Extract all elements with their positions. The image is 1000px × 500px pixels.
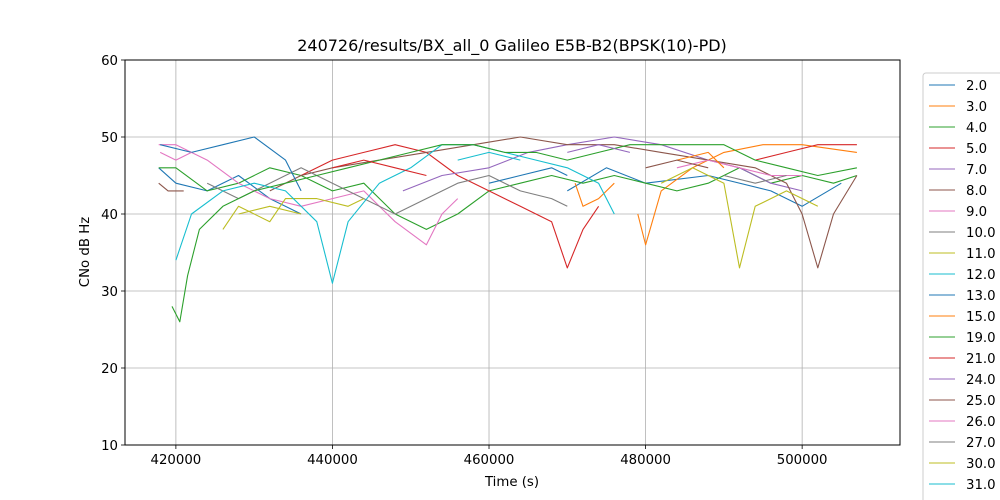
x-tick-label: 500000 xyxy=(777,453,828,468)
x-tick-label: 460000 xyxy=(464,453,515,468)
series-line-2.0 xyxy=(158,167,302,215)
grid-lines xyxy=(125,59,900,446)
series-line-8.0 xyxy=(158,182,184,192)
legend-label: 21.0 xyxy=(966,352,996,367)
series-21.0 xyxy=(332,159,427,177)
series-line-30.0 xyxy=(238,205,302,215)
series-line-15.0 xyxy=(676,151,725,169)
series-30.0 xyxy=(238,205,302,215)
series-line-27.0 xyxy=(723,174,787,184)
series-line-5.0 xyxy=(755,144,857,161)
series-line-8.0 xyxy=(269,136,858,269)
legend-label: 10.0 xyxy=(966,226,996,241)
y-tick-label: 40 xyxy=(101,208,118,223)
series-lines xyxy=(158,136,858,323)
series-line-31.0 xyxy=(457,151,521,161)
y-tick-label: 30 xyxy=(101,285,118,300)
x-tick-label: 420000 xyxy=(151,453,202,468)
series-line-11.0 xyxy=(222,198,365,230)
series-line-12.0 xyxy=(175,144,615,284)
legend-label: 27.0 xyxy=(966,436,996,451)
series-9.0 xyxy=(158,144,803,246)
series-27.0 xyxy=(723,174,787,184)
series-15.0 xyxy=(676,151,725,169)
legend-label: 13.0 xyxy=(966,289,996,304)
series-line-19.0 xyxy=(171,144,858,323)
series-line-21.0 xyxy=(332,159,427,177)
legend-label: 26.0 xyxy=(966,415,996,430)
x-axis: 420000 440000 460000 480000 500000 xyxy=(151,445,828,468)
series-11.0 xyxy=(222,167,819,269)
series-line-9.0 xyxy=(676,159,803,177)
series-line-3.0 xyxy=(637,144,857,246)
legend-label: 31.0 xyxy=(966,478,996,493)
series-line-9.0 xyxy=(158,144,459,246)
series-7.0 xyxy=(402,136,803,192)
x-tick-label: 480000 xyxy=(620,453,671,468)
y-tick-label: 10 xyxy=(101,439,118,454)
legend-label: 11.0 xyxy=(966,247,996,262)
series-line-11.0 xyxy=(660,167,819,269)
series-line-13.0 xyxy=(160,136,302,192)
legend-label: 2.0 xyxy=(966,79,987,94)
series-25.0 xyxy=(645,159,709,169)
legend-label: 19.0 xyxy=(966,331,996,346)
series-line-3.0 xyxy=(574,182,615,207)
legend-label: 9.0 xyxy=(966,205,987,220)
series-line-7.0 xyxy=(402,136,803,192)
legend-label: 7.0 xyxy=(966,163,987,178)
series-line-24.0 xyxy=(567,144,631,153)
legend-label: 12.0 xyxy=(966,268,996,283)
series-8.0 xyxy=(158,136,858,269)
legend-label: 25.0 xyxy=(966,394,996,409)
series-line-5.0 xyxy=(300,144,600,269)
legend-label: 30.0 xyxy=(966,457,996,472)
legend-label: 5.0 xyxy=(966,142,987,157)
series-5.0 xyxy=(300,144,857,269)
series-line-25.0 xyxy=(645,159,709,169)
series-19.0 xyxy=(171,144,858,323)
series-13.0 xyxy=(160,136,568,192)
chart-title: 240726/results/BX_all_0 Galileo E5B-B2(B… xyxy=(297,36,727,56)
legend: 2.0 3.0 4.0 5.0 7.0 8.0 9.0 10.0 11.0 12.0 13.0 15.… xyxy=(922,72,1000,500)
y-tick-label: 20 xyxy=(101,362,118,377)
legend-label: 8.0 xyxy=(966,184,987,199)
series-26.0 xyxy=(159,151,192,161)
y-tick-label: 50 xyxy=(101,131,118,146)
x-tick-label: 440000 xyxy=(307,453,358,468)
series-2.0 xyxy=(158,167,842,215)
plot-frame xyxy=(124,59,901,446)
series-12.0 xyxy=(175,144,615,284)
series-line-13.0 xyxy=(488,167,568,184)
legend-label: 3.0 xyxy=(966,100,987,115)
y-axis: 10 20 30 40 50 60 xyxy=(101,54,125,454)
series-31.0 xyxy=(457,151,521,161)
series-line-26.0 xyxy=(159,151,192,161)
legend-label: 24.0 xyxy=(966,373,996,388)
series-10.0 xyxy=(206,167,568,215)
legend-box xyxy=(922,72,1000,500)
series-line-10.0 xyxy=(206,167,568,215)
series-24.0 xyxy=(567,144,631,153)
y-axis-label: CNo dB Hz xyxy=(78,217,93,287)
legend-label: 4.0 xyxy=(966,121,987,136)
x-axis-label: Time (s) xyxy=(484,475,539,490)
legend-label: 15.0 xyxy=(966,310,996,325)
y-tick-label: 60 xyxy=(101,54,118,69)
